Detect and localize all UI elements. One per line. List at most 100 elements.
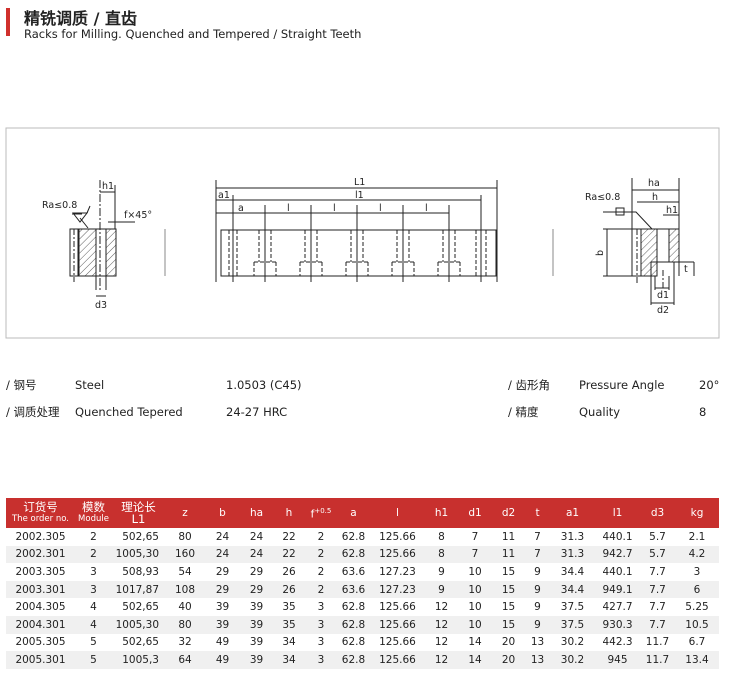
table-cell: 2 [317,530,325,543]
table-cell: 427.7 [602,601,633,614]
table-cell: 34 [273,651,305,669]
table-cell: 11.7 [640,651,675,669]
table-cell: 949.1 [595,580,640,599]
hole [345,205,369,282]
table-cell: 40 [178,601,192,614]
table-cell: 39 [205,615,240,634]
table-cell: 7.7 [640,615,675,634]
col-z: z [165,498,205,528]
table-cell: 3 [75,580,112,599]
drawing-frame [5,127,720,339]
table-cell: 29 [240,580,273,599]
col-f: f+0.5 [305,498,337,528]
table-cell: 5 [75,651,112,669]
spec-value: 24-27 HRC [226,405,288,419]
table-cell: 3 [305,651,337,669]
svg-text:a1: a1 [218,190,230,201]
table-cell: 29 [249,565,264,578]
svg-text:l: l [379,203,382,214]
spec-label-en: Quenched Tepered [75,405,183,419]
table-cell: 942.7 [595,545,640,564]
table-cell: 508,93 [122,565,159,578]
table-cell: 26 [273,580,305,599]
table-cell: 10.5 [675,615,719,634]
table-cell: 9 [534,565,541,578]
table-cell: 10 [458,615,492,634]
table-cell: 2002.305 [15,530,66,543]
table-cell: 6 [675,580,719,599]
table-cell: 12 [434,601,449,614]
table-cell: 62.8 [341,601,366,614]
table-cell: 49 [205,651,240,669]
spec-label-cn: / 齿形角 [508,378,551,392]
table-cell: 502,65 [122,601,159,614]
technical-drawing: Ra≤0.8 h1 f×45° d3 [5,127,720,339]
table-cell: 13.4 [675,651,719,669]
table-cell: 8 [438,530,445,543]
table-cell: 442.3 [602,636,633,649]
table-cell: 7 [458,545,492,564]
table-cell: 80 [178,530,192,543]
table-cell: 15 [492,615,525,634]
svg-text:d3: d3 [95,300,107,311]
table-cell: 34.4 [550,580,595,599]
table-row: 2005.301 5 1005,3 64 49 39 34 3 62.8 125.66 12 14 20… [6,651,719,669]
table-cell: 15 [501,601,516,614]
title-accent-bar [6,8,10,36]
table-cell: 80 [165,615,205,634]
table-cell: 108 [165,580,205,599]
hole [299,205,323,282]
table-cell: 10 [468,565,482,578]
spec-value: 8 [699,405,707,419]
col-ha: ha [240,498,273,528]
table-cell: 2003.305 [15,565,66,578]
col-d3: d3 [640,498,675,528]
table-cell: 1005,30 [112,545,165,564]
table-cell: 26 [282,565,296,578]
table-cell: 12 [425,615,458,634]
table-cell: 11 [501,530,516,543]
table-cell: 9 [525,580,550,599]
svg-text:f×45°: f×45° [124,210,152,221]
table-cell: 39 [249,601,264,614]
table-cell: 34.4 [560,565,585,578]
table-cell: 62.8 [337,545,370,564]
table-cell: 7.7 [649,601,666,614]
table-cell: 4 [90,601,97,614]
table-cell: 24 [205,545,240,564]
table-cell: 37.5 [550,615,595,634]
table-cell: 125.66 [379,601,416,614]
table-cell: 15 [501,565,516,578]
table-row: 2004.305 4 502,65 40 39 39 35 3 62.8 125.66 12 10 15… [6,598,719,616]
table-cell: 20 [492,651,525,669]
svg-text:d1: d1 [657,290,669,301]
svg-text:b: b [595,250,606,256]
col-t: t [525,498,550,528]
table-cell: 22 [273,545,305,564]
table-cell: 2 [90,530,97,543]
hole [437,205,461,282]
spec-label-cn: / 钢号 [6,378,37,392]
table-cell: 14 [458,651,492,669]
hole [253,205,277,282]
col-kg: kg [675,498,719,528]
table-cell: 502,65 [122,636,159,649]
table-cell: 22 [282,530,296,543]
table-cell: 2005.305 [15,636,66,649]
col-a1: a1 [550,498,595,528]
table-cell: 930.3 [595,615,640,634]
table-cell: 11 [492,545,525,564]
table-cell: 15 [492,580,525,599]
table-row: 2003.301 3 1017,87 108 29 29 26 2 63.6 127.23 9 10 1… [6,580,719,599]
rack-spec-table: 订货号 The order no. 模数 Module 理论长 L1 z b ha h… [6,498,719,669]
table-cell: 440.1 [602,565,633,578]
table-cell: 62.8 [337,615,370,634]
table-cell: 31.3 [560,530,585,543]
table-cell: 502,65 [122,530,159,543]
page-subtitle: Racks for Milling. Quenched and Tempered… [24,27,362,41]
table-cell: 7.7 [640,580,675,599]
hole [391,205,415,282]
svg-text:l1: l1 [355,190,364,201]
svg-text:l: l [333,203,336,214]
table-cell: 35 [282,601,296,614]
